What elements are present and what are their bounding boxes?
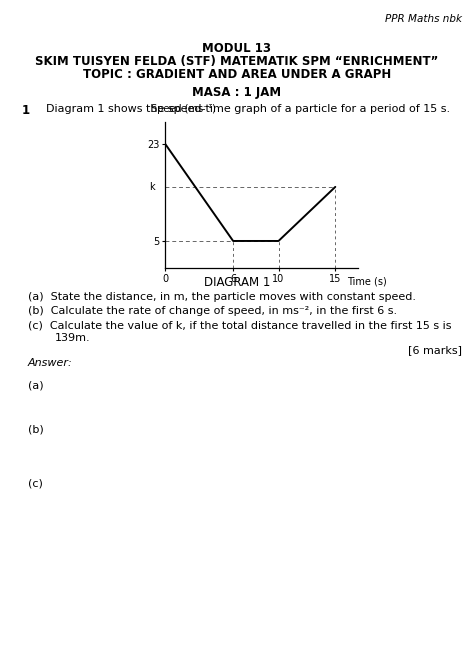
- Text: (c): (c): [28, 478, 43, 488]
- Text: (c)  Calculate the value of k, if the total distance travelled in the first 15 s: (c) Calculate the value of k, if the tot…: [28, 320, 452, 330]
- Text: [6 marks]: [6 marks]: [408, 345, 462, 355]
- Text: (a)  State the distance, in m, the particle moves with constant speed.: (a) State the distance, in m, the partic…: [28, 292, 416, 302]
- Text: Diagram 1 shows the speed-time graph of a particle for a period of 15 s.: Diagram 1 shows the speed-time graph of …: [46, 104, 450, 114]
- Text: Answer:: Answer:: [28, 358, 73, 368]
- Text: (b)  Calculate the rate of change of speed, in ms⁻², in the first 6 s.: (b) Calculate the rate of change of spee…: [28, 306, 397, 316]
- Text: TOPIC : GRADIENT AND AREA UNDER A GRAPH: TOPIC : GRADIENT AND AREA UNDER A GRAPH: [83, 68, 391, 81]
- Text: DIAGRAM 1: DIAGRAM 1: [204, 276, 270, 289]
- Text: (a): (a): [28, 380, 44, 390]
- Text: PPR Maths nbk: PPR Maths nbk: [385, 14, 462, 24]
- Text: 1: 1: [22, 104, 30, 117]
- Text: Time (s): Time (s): [347, 276, 387, 286]
- Text: SKIM TUISYEN FELDA (STF) MATEMATIK SPM “ENRICHMENT”: SKIM TUISYEN FELDA (STF) MATEMATIK SPM “…: [35, 55, 439, 68]
- Text: k: k: [149, 182, 155, 192]
- Text: MASA : 1 JAM: MASA : 1 JAM: [192, 86, 282, 99]
- Text: Speed (ms⁻¹): Speed (ms⁻¹): [151, 104, 216, 114]
- Text: 139m.: 139m.: [55, 333, 91, 343]
- Text: (b): (b): [28, 425, 44, 435]
- Text: MODUL 13: MODUL 13: [202, 42, 272, 55]
